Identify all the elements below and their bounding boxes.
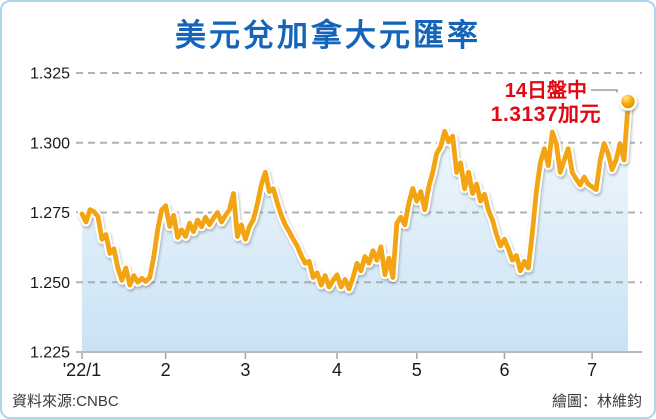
y-axis-label-1.275: 1.275 xyxy=(30,205,70,222)
x-axis-label-3: 3 xyxy=(240,360,250,380)
y-axis-label-1.300: 1.300 xyxy=(30,135,70,152)
x-axis-label-2: 2 xyxy=(161,360,171,380)
latest-annotation: 14日盤中 1.3137加元 xyxy=(491,81,601,125)
exchange-rate-line-group xyxy=(77,100,633,294)
annotation-value-label: 1.3137加元 xyxy=(490,103,601,126)
x-axis-label-4: 4 xyxy=(332,360,342,380)
exchange-rate-area xyxy=(82,104,628,352)
y-axis-label-1.325: 1.325 xyxy=(30,66,70,83)
price-line xyxy=(79,102,631,292)
credit-label: 繪圖：林維鈞 xyxy=(551,393,642,410)
x-axis-label-7: 7 xyxy=(587,360,597,380)
y-axis-label-1.225: 1.225 xyxy=(30,345,70,362)
y-axis-label-1.250: 1.250 xyxy=(30,275,70,292)
data-source-label: 資料來源:CNBC xyxy=(12,393,119,410)
latest-point-marker xyxy=(618,92,638,111)
annotation-date-label: 14日盤中 xyxy=(504,80,587,102)
chart-title: 美元兌加拿大元匯率 xyxy=(175,18,481,53)
annotation-connector-line xyxy=(591,89,618,93)
x-axis-label-6: 6 xyxy=(499,360,509,380)
x-axis-label-'22/1: '22/1 xyxy=(63,360,101,380)
x-axis-label-5: 5 xyxy=(412,360,422,380)
